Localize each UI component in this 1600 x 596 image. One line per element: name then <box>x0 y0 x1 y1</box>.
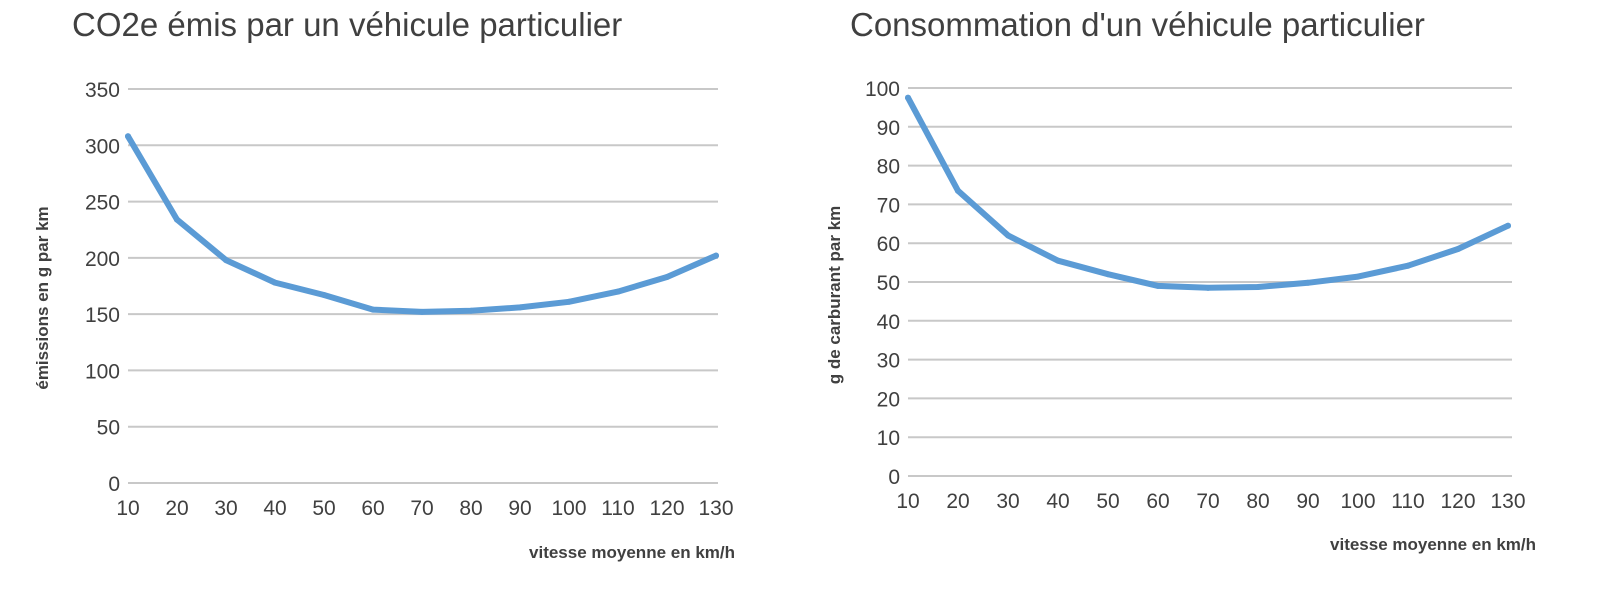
x-tick-label: 30 <box>214 497 237 520</box>
y-tick-label: 300 <box>85 135 120 158</box>
y-tick-label: 200 <box>85 248 120 271</box>
data-point <box>1505 222 1511 229</box>
chart-panel-consumption: Consommation d'un véhicule particulier 0… <box>790 0 1600 596</box>
x-tick-label: 90 <box>1296 490 1319 513</box>
x-axis-title: vitesse moyenne en km/h <box>1330 535 1536 554</box>
x-tick-label: 100 <box>551 497 586 520</box>
data-point <box>419 308 425 315</box>
x-tick-label: 120 <box>1440 490 1475 513</box>
data-point <box>1305 279 1311 286</box>
y-tick-label: 10 <box>877 427 900 450</box>
x-tick-label: 40 <box>263 497 286 520</box>
x-tick-label: 80 <box>459 497 482 520</box>
y-tick-label: 80 <box>877 156 900 179</box>
x-tick-label: 130 <box>698 497 733 520</box>
data-point <box>468 307 474 314</box>
data-point <box>1205 284 1211 291</box>
x-tick-label: 10 <box>896 490 919 513</box>
data-point <box>713 252 719 259</box>
y-axis-title: g de carburant par km <box>825 206 844 385</box>
y-axis-title: émissions en g par km <box>33 206 52 389</box>
y-tick-label: 100 <box>85 360 120 383</box>
x-tick-label: 20 <box>165 497 188 520</box>
y-tick-label: 90 <box>877 117 900 140</box>
x-tick-label: 110 <box>1391 490 1424 513</box>
data-point <box>664 273 670 280</box>
data-point <box>125 133 131 140</box>
data-point <box>905 94 911 101</box>
x-tick-label: 120 <box>649 497 684 520</box>
y-tick-label: 250 <box>85 192 120 215</box>
chart-panel-co2: CO2e émis par un véhicule particulier 0 5… <box>0 0 790 596</box>
data-point <box>321 292 327 299</box>
y-tick-label: 20 <box>877 388 900 411</box>
data-point <box>370 306 376 313</box>
data-point <box>1455 246 1461 253</box>
x-axis-title: vitesse moyenne en km/h <box>529 543 735 562</box>
y-tick-label: 50 <box>877 272 900 295</box>
x-tick-label: 130 <box>1490 490 1525 513</box>
x-tick-label: 50 <box>312 497 335 520</box>
data-point <box>1105 271 1111 278</box>
y-tick-label: 100 <box>865 78 900 101</box>
y-tick-label: 60 <box>877 233 900 256</box>
x-tick-label: 80 <box>1246 490 1269 513</box>
x-tick-label: 30 <box>996 490 1019 513</box>
x-tick-label: 10 <box>116 497 139 520</box>
x-tick-label: 50 <box>1096 490 1119 513</box>
data-point <box>1005 232 1011 239</box>
data-point <box>1355 273 1361 280</box>
y-tick-label: 0 <box>108 473 120 496</box>
data-point <box>223 257 229 264</box>
co2-line-chart: 0 50 100 150 200 250 300 350 10 20 30 40 50 60 70 80 90 1… <box>33 79 735 562</box>
x-tick-label: 70 <box>1196 490 1219 513</box>
x-tick-label: 60 <box>361 497 384 520</box>
series-line <box>125 133 719 315</box>
x-tick-label: 60 <box>1146 490 1169 513</box>
data-point <box>566 298 572 305</box>
data-point <box>272 279 278 286</box>
y-tick-label: 30 <box>877 350 900 373</box>
data-point <box>517 304 523 311</box>
data-point <box>955 187 961 194</box>
data-point <box>174 216 180 223</box>
y-tick-label: 150 <box>85 304 120 327</box>
data-point <box>1255 284 1261 291</box>
x-tick-label: 70 <box>410 497 433 520</box>
y-tick-label: 40 <box>877 311 900 334</box>
y-tick-label: 50 <box>97 417 120 440</box>
data-point <box>1405 262 1411 269</box>
y-tick-label: 0 <box>888 466 900 489</box>
chart-title: Consommation d'un véhicule particulier <box>850 6 1425 43</box>
x-tick-label: 110 <box>601 497 634 520</box>
x-tick-label: 90 <box>508 497 531 520</box>
data-point <box>1055 257 1061 264</box>
data-point <box>1155 282 1161 289</box>
y-tick-label: 350 <box>85 79 120 102</box>
x-tick-label: 40 <box>1046 490 1069 513</box>
data-point <box>615 288 621 295</box>
x-tick-label: 20 <box>946 490 969 513</box>
chart-title: CO2e émis par un véhicule particulier <box>72 6 623 43</box>
x-tick-label: 100 <box>1340 490 1375 513</box>
y-tick-label: 70 <box>877 194 900 217</box>
